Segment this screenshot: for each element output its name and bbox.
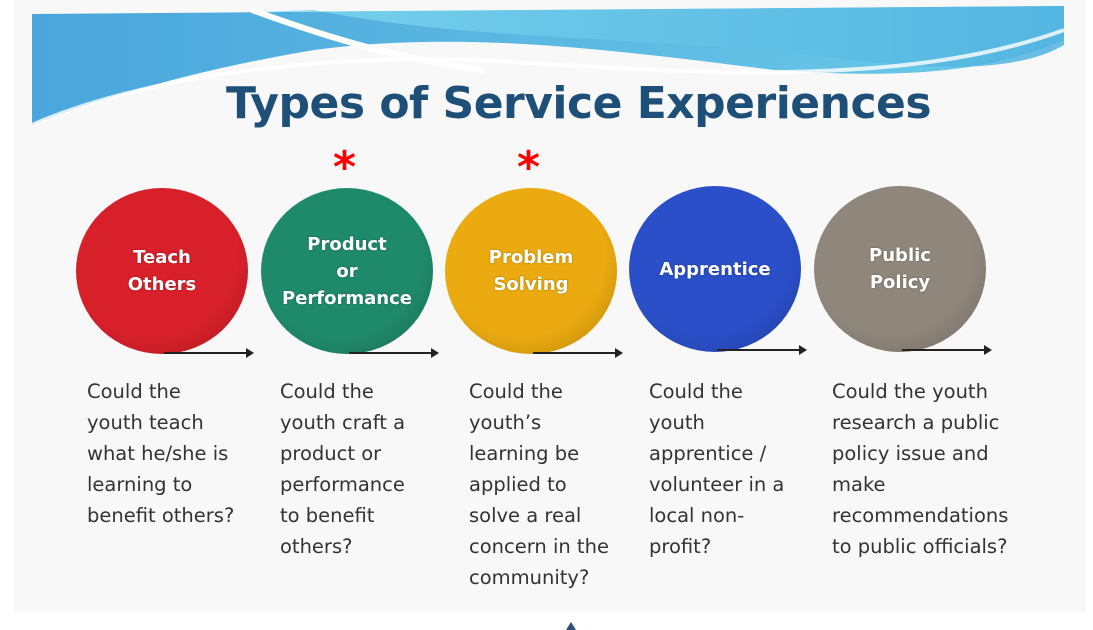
- circle-label: Teach Others: [127, 247, 197, 295]
- item-description: Could the youth research a public policy…: [832, 380, 1009, 558]
- item-description: Could the youth’s learning be applied to…: [469, 380, 609, 589]
- wave-banner: [31, 6, 1065, 127]
- star-marker: *: [333, 142, 357, 193]
- circle-label: Apprentice: [659, 258, 771, 280]
- arrow-icon: [164, 348, 254, 358]
- circle-label: Product or Performance: [282, 233, 412, 309]
- item-description: Could the youth craft a product or perfo…: [280, 380, 406, 558]
- caret-marker: [566, 622, 576, 630]
- arrow-icon: [349, 348, 439, 358]
- arrow-icon: [717, 345, 807, 355]
- circle-item-0: Teach Others: [76, 188, 248, 354]
- item-description: Could the youth apprentice / volunteer i…: [649, 380, 785, 558]
- circle-item-2: Problem Solving: [445, 188, 617, 354]
- circle-label: Public Policy: [869, 245, 931, 293]
- circle-label: Problem Solving: [488, 247, 574, 295]
- item-description: Could the youth teach what he/she is lea…: [87, 380, 235, 527]
- arrow-icon: [902, 345, 992, 355]
- arrow-icon: [533, 348, 623, 358]
- star-marker: *: [517, 142, 541, 193]
- slide-title: Types of Service Experiences: [226, 78, 932, 129]
- circle-item-1: Product or Performance: [261, 188, 433, 354]
- circle-item-4: Public Policy: [814, 186, 986, 352]
- circle-item-3: Apprentice: [629, 186, 801, 352]
